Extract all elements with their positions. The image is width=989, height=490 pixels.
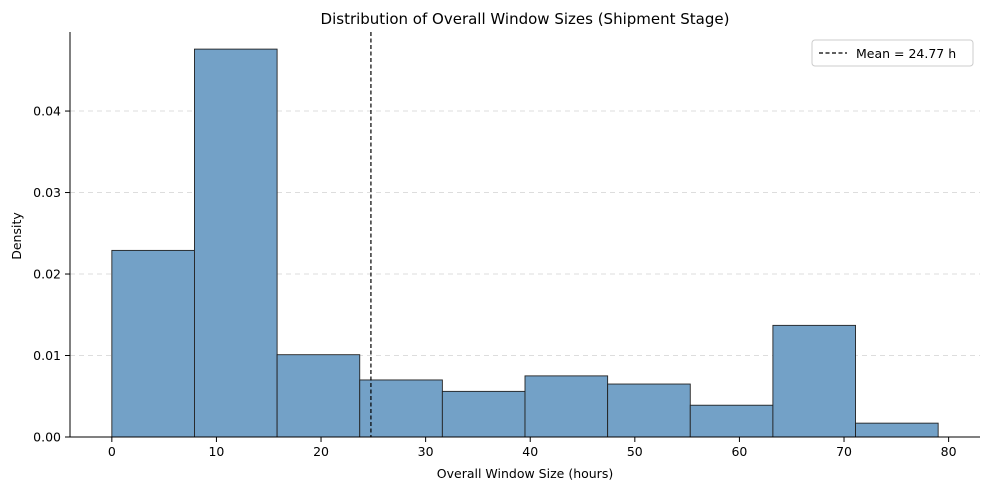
histogram-bar [689,404,774,438]
histogram-bar [607,383,691,438]
histogram-bar [359,379,443,438]
legend-box [811,39,974,67]
y-axis-label: Density [9,212,24,260]
histogram-bar [276,354,361,438]
histogram-bars [111,48,939,438]
x-tick-label: 60 [731,444,747,459]
y-tick-label: 0.02 [33,267,61,282]
x-tick-label: 70 [836,444,852,459]
y-ticks: 0.00 0.01 0.02 0.03 0.04 [33,104,70,445]
histogram-bar [441,390,526,438]
histogram-bar [524,375,609,438]
histogram-bar [111,249,195,438]
x-tick-label: 40 [522,444,538,459]
x-ticks: 0 10 20 30 40 50 60 70 80 [108,437,957,459]
histogram-bar [194,48,278,438]
x-tick-label: 10 [208,444,224,459]
x-axis-label: Overall Window Size (hours) [437,466,613,481]
chart-title: Distribution of Overall Window Sizes (Sh… [321,10,730,28]
x-tick-label: 20 [313,444,329,459]
y-tick-label: 0.00 [33,430,61,445]
histogram-bar [772,324,856,438]
x-tick-label: 30 [418,444,434,459]
x-tick-label: 80 [941,444,957,459]
y-tick-label: 0.03 [33,185,61,200]
legend: Mean = 24.77 h [811,39,974,67]
histogram-bar [855,422,939,438]
y-tick-label: 0.01 [33,348,61,363]
axes [69,32,980,438]
x-tick-label: 0 [108,444,116,459]
y-tick-label: 0.04 [33,104,61,119]
x-tick-label: 50 [627,444,643,459]
legend-mean-label: Mean = 24.77 h [856,46,956,61]
